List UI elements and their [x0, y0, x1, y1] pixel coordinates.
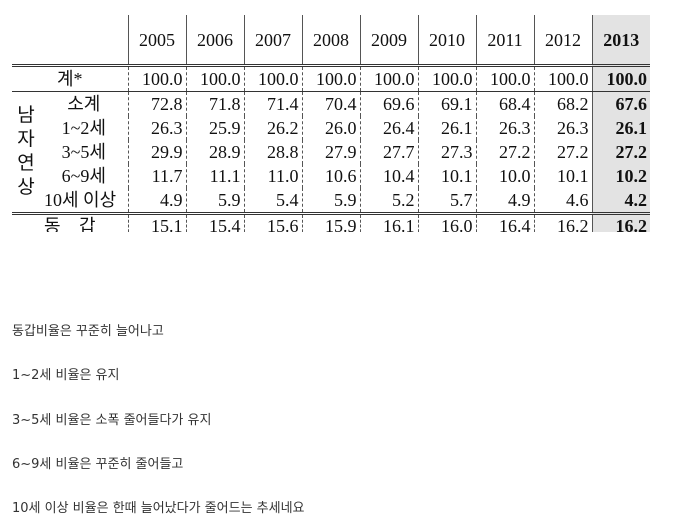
- value-cell: 4.9: [127, 188, 186, 214]
- value-cell: 26.3: [127, 116, 186, 140]
- value-cell: 26.0: [301, 116, 360, 140]
- value-cell: 11.0: [243, 164, 302, 188]
- value-cell: 11.7: [127, 164, 186, 188]
- value-cell: 100.0: [127, 64, 186, 92]
- paragraph: 10세 이상 비율은 한때 늘어났다가 줄어드는 추세네요: [12, 501, 305, 517]
- year-header: 2008: [301, 15, 360, 66]
- group-row: 남자연상 소계 72.8 71.8 71.4 70.4 69.6 69.1 68.4 68.2 67…: [12, 91, 650, 198]
- value-cell: 16.0: [417, 212, 476, 232]
- value-cell: 4.6: [533, 188, 592, 214]
- year-header: 2005: [127, 15, 186, 66]
- value-cell: 27.7: [359, 140, 418, 164]
- value-cell: 100.0: [243, 64, 302, 92]
- row-label: 계*: [12, 64, 128, 92]
- value-cell: 11.1: [185, 164, 244, 188]
- year-header: 2012: [533, 15, 592, 66]
- value-cell: 69.6: [359, 91, 418, 116]
- value-cell: 10.0: [475, 164, 534, 188]
- row-label: 1~2세: [61, 118, 106, 138]
- value-cell: 100.0: [359, 64, 418, 92]
- value-cell: 25.9: [185, 116, 244, 140]
- row-label: 동 갑: [12, 212, 128, 232]
- value-cell: 100.0: [475, 64, 534, 92]
- value-cell: 100.0: [533, 64, 592, 92]
- value-cell: 26.4: [359, 116, 418, 140]
- header-corner: [12, 15, 128, 66]
- value-cell: 15.1: [127, 212, 186, 232]
- value-cell: 10.1: [533, 164, 592, 188]
- value-cell: 27.2: [475, 140, 534, 164]
- value-cell: 5.9: [185, 188, 244, 214]
- data-table: 2005 2006 2007 2008 2009 2010 2011 2012 2013 계* 10…: [12, 15, 650, 232]
- value-cell: 71.8: [185, 91, 244, 116]
- value-cell: 10.2: [591, 164, 650, 188]
- value-cell: 100.0: [185, 64, 244, 92]
- value-cell: 5.4: [243, 188, 302, 214]
- value-cell: 15.9: [301, 212, 360, 232]
- year-header: 2013: [591, 15, 650, 66]
- table-container: 2005 2006 2007 2008 2009 2010 2011 2012 2013 계* 10…: [12, 15, 650, 232]
- row-label: 6~9세: [61, 166, 106, 186]
- value-cell: 15.6: [243, 212, 302, 232]
- year-header: 2009: [359, 15, 418, 66]
- value-cell: 27.9: [301, 140, 360, 164]
- header-row: 2005 2006 2007 2008 2009 2010 2011 2012 2013: [12, 15, 650, 66]
- value-cell: 16.4: [475, 212, 534, 232]
- value-cell: 27.2: [533, 140, 592, 164]
- value-cell: 68.4: [475, 91, 534, 116]
- group-row: 10세 이상 4.9 5.9 5.4 5.9 5.2 5.7 4.9 4.6 4.2: [12, 188, 650, 214]
- value-cell: 5.2: [359, 188, 418, 214]
- value-cell: 27.3: [417, 140, 476, 164]
- value-cell: 100.0: [301, 64, 360, 92]
- value-cell: 28.8: [243, 140, 302, 164]
- value-cell: 5.7: [417, 188, 476, 214]
- year-header: 2006: [185, 15, 244, 66]
- value-cell: 16.2: [533, 212, 592, 232]
- value-cell: 72.8: [127, 91, 186, 116]
- paragraph: 3~5세 비율은 소폭 줄어들다가 유지: [12, 412, 212, 428]
- value-cell: 26.1: [591, 116, 650, 140]
- value-cell: 16.2: [591, 212, 650, 232]
- value-cell: 26.2: [243, 116, 302, 140]
- total-row: 계* 100.0 100.0 100.0 100.0 100.0 100.0 100.0 100…: [12, 64, 650, 92]
- value-cell: 4.9: [475, 188, 534, 214]
- paragraph: 1~2세 비율은 유지: [12, 368, 120, 384]
- group-row: 6~9세 11.7 11.1 11.0 10.6 10.4 10.1 10.0 10.1 10.2: [12, 164, 650, 188]
- value-cell: 10.1: [417, 164, 476, 188]
- value-cell: 100.0: [417, 64, 476, 92]
- row-label: 소계: [67, 94, 101, 114]
- paragraph: 동갑비율은 꾸준히 늘어나고: [12, 324, 164, 339]
- value-cell: 4.2: [591, 188, 650, 214]
- value-cell: 28.9: [185, 140, 244, 164]
- value-cell: 69.1: [417, 91, 476, 116]
- group-label-text: 남자연상: [17, 105, 35, 198]
- paragraph: 6~9세 비율은 꾸준히 줄어들고: [12, 456, 184, 472]
- value-cell: 26.3: [533, 116, 592, 140]
- value-cell: 16.1: [359, 212, 418, 232]
- value-cell: 10.6: [301, 164, 360, 188]
- group-label: 남자연상: [12, 92, 40, 214]
- value-cell: 67.6: [591, 91, 650, 116]
- value-cell: 70.4: [301, 91, 360, 116]
- same-age-row: 동 갑 15.1 15.4 15.6 15.9 16.1 16.0 16.4 16.2 16.2: [12, 212, 650, 232]
- year-header: 2007: [243, 15, 302, 66]
- value-cell: 26.1: [417, 116, 476, 140]
- value-cell: 26.3: [475, 116, 534, 140]
- value-cell: 29.9: [127, 140, 186, 164]
- value-cell: 10.4: [359, 164, 418, 188]
- year-header: 2011: [475, 15, 534, 66]
- value-cell: 68.2: [533, 91, 592, 116]
- row-label: 3~5세: [61, 142, 106, 162]
- group-row: 1~2세 26.3 25.9 26.2 26.0 26.4 26.1 26.3 26.3 26.1: [12, 116, 650, 140]
- value-cell: 100.0: [591, 64, 650, 92]
- group-row: 3~5세 29.9 28.9 28.8 27.9 27.7 27.3 27.2 27.2 27.2: [12, 140, 650, 164]
- value-cell: 71.4: [243, 91, 302, 116]
- value-cell: 27.2: [591, 140, 650, 164]
- year-header: 2010: [417, 15, 476, 66]
- value-cell: 15.4: [185, 212, 244, 232]
- row-label: 10세 이상: [44, 190, 117, 210]
- value-cell: 5.9: [301, 188, 360, 214]
